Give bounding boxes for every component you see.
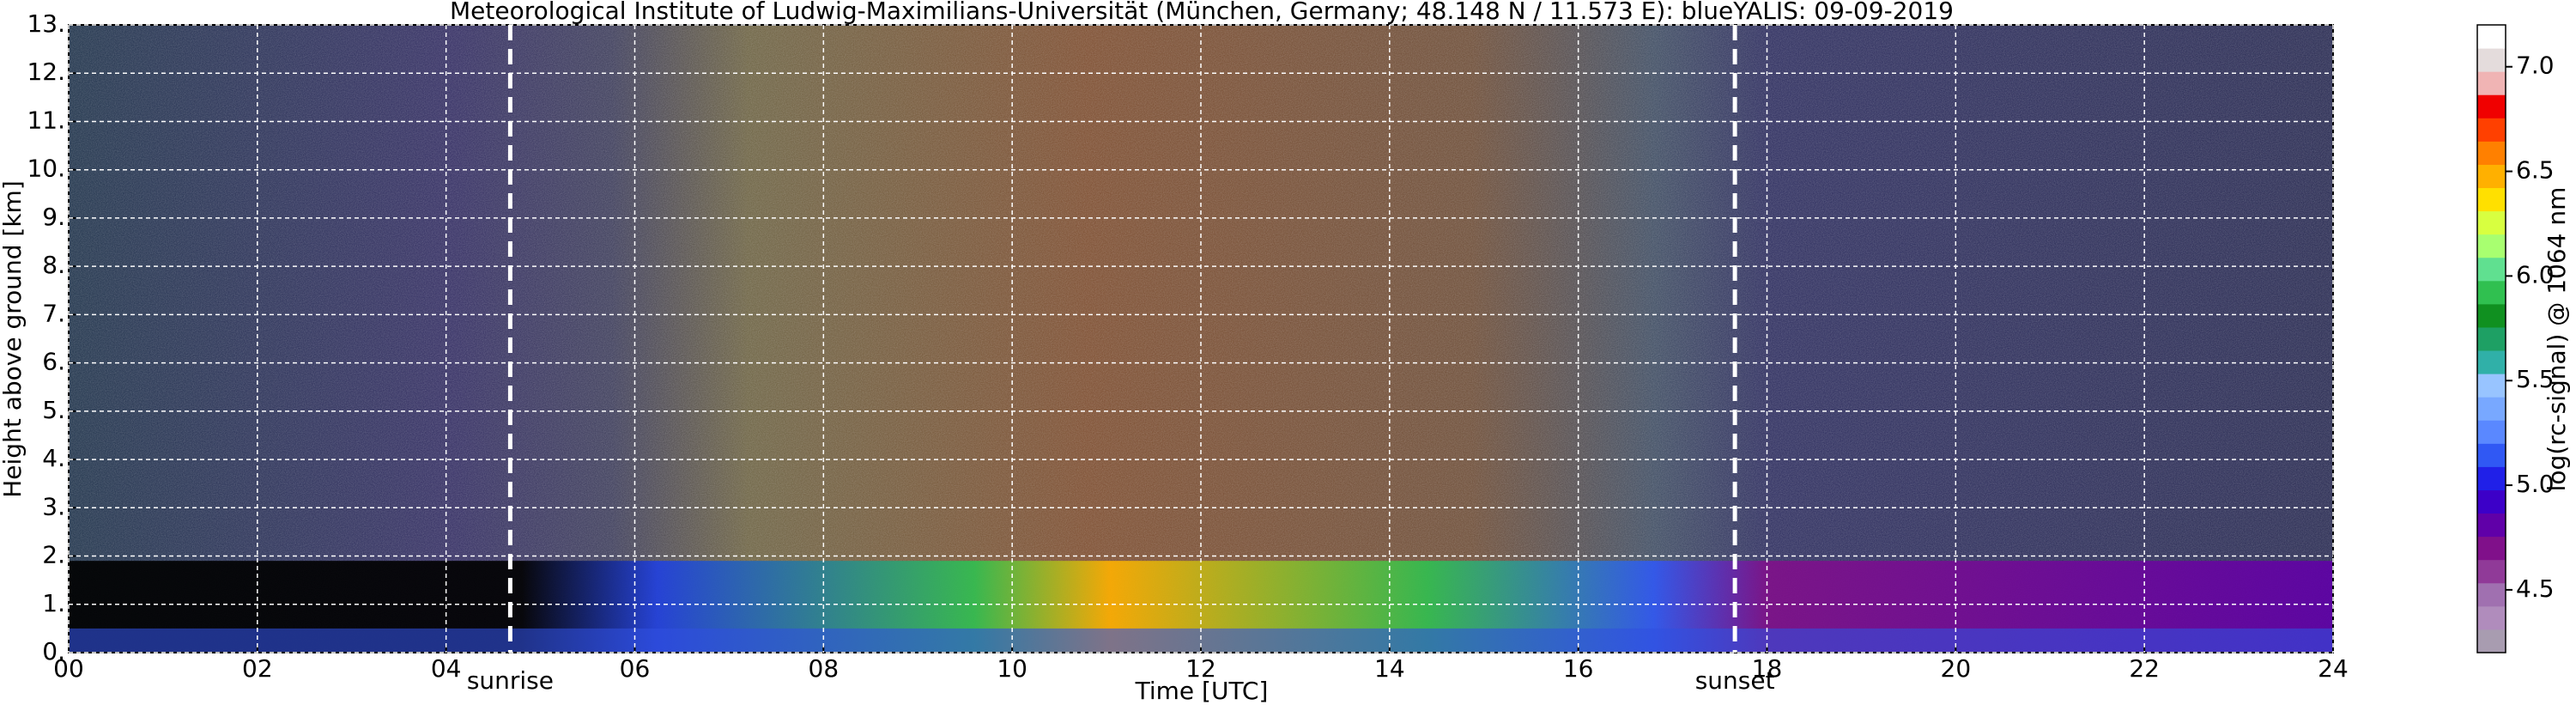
y-tick-label: 3.	[42, 492, 65, 520]
y-tick-label: 11.	[27, 106, 65, 134]
colorbar-band	[2477, 280, 2506, 305]
chart-title: Meteorological Institute of Ludwig-Maxim…	[450, 0, 1954, 25]
colorbar-band	[2477, 326, 2506, 351]
y-tick-label: 10.	[27, 155, 65, 183]
y-tick-label: 12.	[27, 58, 65, 86]
colorbar-band	[2477, 118, 2506, 142]
colorbar-band	[2477, 187, 2506, 212]
x-tick-label: 18	[1752, 654, 1783, 683]
colorbar-band	[2477, 605, 2506, 630]
colorbar-band	[2477, 374, 2506, 398]
x-tick-label: 00	[53, 654, 84, 683]
y-tick-label: 9.	[42, 203, 65, 231]
colorbar-band	[2477, 629, 2506, 653]
colorbar-band	[2477, 350, 2506, 374]
colorbar-tick-label: 5.5	[2516, 365, 2555, 393]
colorbar-tick-label: 4.5	[2516, 574, 2555, 603]
colorbar-tick-label: 6.5	[2516, 156, 2555, 185]
colorbar-tick-label: 5.0	[2516, 470, 2555, 498]
colorbar-band	[2477, 210, 2506, 235]
colorbar-band	[2477, 141, 2506, 165]
colorbar-tick-label: 7.0	[2516, 52, 2555, 80]
colorbar-band	[2477, 164, 2506, 189]
colorbar-band	[2477, 25, 2506, 49]
y-tick-label: 6.	[42, 348, 65, 376]
y-tick-label: 7.	[42, 299, 65, 327]
x-axis-label: Time [UTC]	[1135, 677, 1269, 705]
colorbar-band	[2477, 234, 2506, 258]
x-tick-label: 02	[242, 654, 273, 683]
y-axis-label: Height above ground [km]	[0, 180, 27, 498]
x-tick-label: 04	[431, 654, 462, 683]
colorbar-band	[2477, 303, 2506, 328]
colorbar-tick-label: 6.0	[2516, 260, 2555, 289]
colorbar-band	[2477, 513, 2506, 538]
colorbar-band	[2477, 420, 2506, 444]
y-tick-label: 4.	[42, 444, 65, 472]
x-tick-label: 24	[2318, 654, 2349, 683]
x-tick-label: 20	[1941, 654, 1972, 683]
colorbar-band	[2477, 71, 2506, 95]
colorbar-band	[2477, 582, 2506, 607]
colorbar-label: log(rc-signal) @ 1064 nm	[2543, 187, 2571, 492]
x-tick-label: 10	[997, 654, 1027, 683]
event-label: sunrise	[467, 666, 554, 695]
event-label: sunset	[1695, 666, 1775, 695]
colorbar-band	[2477, 257, 2506, 282]
colorbar-band	[2477, 489, 2506, 514]
y-tick-label: 5.	[42, 396, 65, 424]
y-tick-label: 13.	[27, 9, 65, 38]
y-tick-label: 2.	[42, 541, 65, 569]
y-tick-label: 1.	[42, 589, 65, 617]
colorbar-frame	[2476, 24, 2506, 653]
y-tick-label: 8.	[42, 251, 65, 279]
x-tick-label: 14	[1374, 654, 1405, 683]
x-tick-label: 06	[620, 654, 651, 683]
colorbar-band	[2477, 443, 2506, 467]
colorbar-band	[2477, 48, 2506, 72]
x-tick-label: 16	[1563, 654, 1594, 683]
colorbar-band	[2477, 94, 2506, 118]
colorbar-band	[2477, 559, 2506, 584]
x-tick-label: 22	[2129, 654, 2160, 683]
colorbar-band	[2477, 466, 2506, 490]
colorbar-band	[2477, 536, 2506, 561]
y-tick-label: 0.	[42, 637, 65, 665]
x-tick-label: 12	[1185, 654, 1216, 683]
x-tick-label: 08	[809, 654, 839, 683]
colorbar-band	[2477, 397, 2506, 421]
